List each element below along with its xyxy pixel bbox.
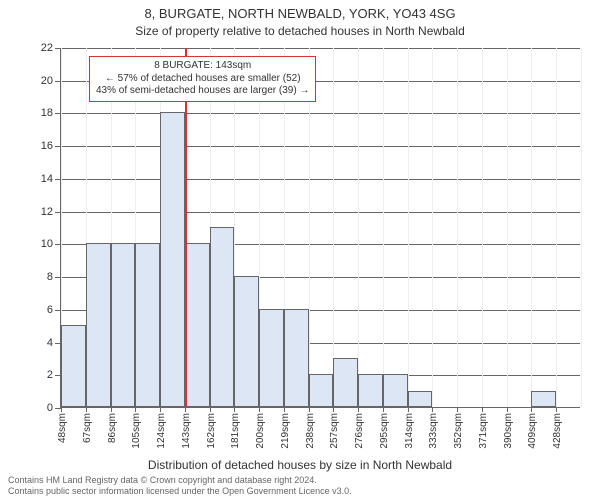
y-tick-label: 22 (41, 42, 53, 54)
histogram-bar (135, 243, 160, 407)
histogram-bar (358, 374, 383, 407)
x-tick-label: 181sqm (230, 407, 241, 449)
x-tick-label: 409sqm (527, 407, 538, 449)
histogram-bar (185, 243, 210, 407)
x-tick-label: 86sqm (107, 407, 118, 443)
y-tick-label: 16 (41, 140, 53, 152)
histogram-bar (333, 358, 358, 407)
histogram-bar (284, 309, 309, 407)
x-tick-label: 143sqm (181, 407, 192, 449)
x-tick-label: 314sqm (404, 407, 415, 449)
x-axis-label: Distribution of detached houses by size … (0, 458, 600, 472)
y-tick-label: 14 (41, 173, 53, 185)
gridline-v (457, 48, 458, 407)
chart-container: 8, BURGATE, NORTH NEWBALD, YORK, YO43 4S… (0, 0, 600, 500)
x-tick-label: 238sqm (305, 407, 316, 449)
annotation-line: 8 BURGATE: 143sqm (96, 60, 309, 73)
x-tick-label: 333sqm (428, 407, 439, 449)
x-tick-label: 124sqm (156, 407, 167, 449)
histogram-bar (383, 374, 408, 407)
y-tick-label: 12 (41, 206, 53, 218)
x-tick-label: 276sqm (354, 407, 365, 449)
x-tick-label: 295sqm (379, 407, 390, 449)
x-tick-label: 352sqm (453, 407, 464, 449)
gridline-v (507, 48, 508, 407)
x-tick-label: 257sqm (329, 407, 340, 449)
histogram-bar (111, 243, 136, 407)
gridline-v (333, 48, 334, 407)
histogram-bar (86, 243, 111, 407)
gridline-h (61, 113, 580, 114)
histogram-bar (259, 309, 284, 407)
gridline-v (581, 48, 582, 407)
gridline-v (358, 48, 359, 407)
histogram-bar (210, 227, 235, 407)
y-tick-label: 0 (47, 402, 53, 414)
chart-title-sub: Size of property relative to detached ho… (0, 24, 600, 38)
histogram-bar (61, 325, 86, 407)
footer-line-2: Contains public sector information licen… (8, 486, 352, 497)
y-tick-label: 10 (41, 238, 53, 250)
gridline-h (61, 48, 580, 49)
gridline-v (408, 48, 409, 407)
y-tick-label: 4 (47, 337, 53, 349)
gridline-v (556, 48, 557, 407)
annotation-line: ← 57% of detached houses are smaller (52… (96, 73, 309, 86)
gridline-v (531, 48, 532, 407)
marker-line (185, 48, 187, 407)
gridline-v (482, 48, 483, 407)
gridline-h (61, 179, 580, 180)
gridline-v (309, 48, 310, 407)
plot-area: 024681012141618202248sqm67sqm86sqm105sqm… (60, 48, 580, 408)
histogram-bar (234, 276, 259, 407)
x-tick-label: 67sqm (82, 407, 93, 443)
y-tick-label: 2 (47, 369, 53, 381)
histogram-bar (309, 374, 334, 407)
y-tick-label: 18 (41, 107, 53, 119)
histogram-bar (160, 112, 185, 407)
x-tick-label: 390sqm (503, 407, 514, 449)
x-tick-label: 200sqm (255, 407, 266, 449)
gridline-v (383, 48, 384, 407)
x-tick-label: 428sqm (552, 407, 563, 449)
x-tick-label: 105sqm (131, 407, 142, 449)
chart-title-main: 8, BURGATE, NORTH NEWBALD, YORK, YO43 4S… (0, 6, 600, 21)
x-tick-label: 219sqm (280, 407, 291, 449)
x-tick-label: 371sqm (478, 407, 489, 449)
x-tick-label: 162sqm (206, 407, 217, 449)
histogram-bar (531, 391, 556, 407)
footer-line-1: Contains HM Land Registry data © Crown c… (8, 475, 352, 486)
x-tick-label: 48sqm (57, 407, 68, 443)
histogram-bar (408, 391, 433, 407)
gridline-h (61, 146, 580, 147)
y-tick-label: 6 (47, 304, 53, 316)
y-tick-label: 8 (47, 271, 53, 283)
gridline-v (432, 48, 433, 407)
footer-attribution: Contains HM Land Registry data © Crown c… (8, 475, 352, 497)
gridline-h (61, 212, 580, 213)
annotation-box: 8 BURGATE: 143sqm← 57% of detached house… (89, 56, 316, 102)
y-tick-label: 20 (41, 75, 53, 87)
annotation-line: 43% of semi-detached houses are larger (… (96, 85, 309, 98)
